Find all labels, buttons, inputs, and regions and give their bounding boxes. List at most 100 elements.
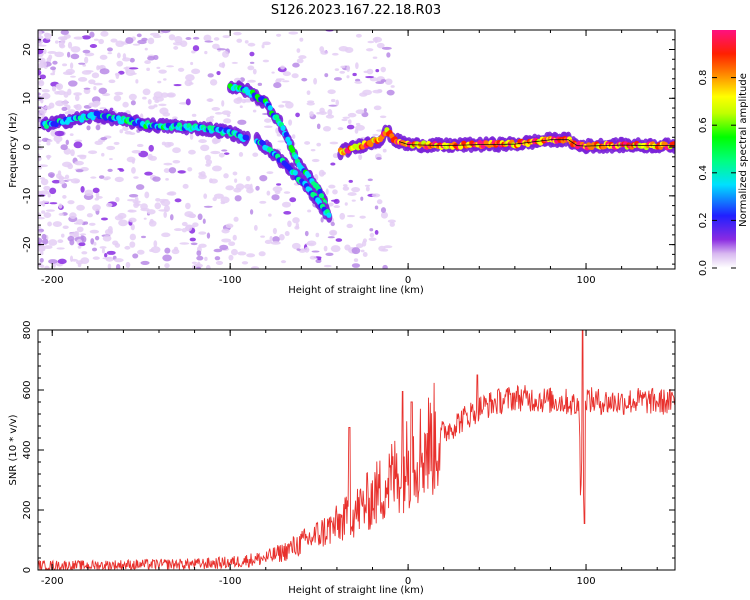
noise-blob — [325, 252, 334, 256]
noise-blob — [158, 209, 168, 212]
noise-blob — [275, 78, 285, 81]
noise-blob — [368, 237, 377, 242]
noise-blob — [216, 71, 221, 76]
noise-blob — [292, 217, 300, 224]
noise-blob — [173, 228, 183, 232]
noise-blob — [233, 216, 239, 222]
noise-blob — [272, 227, 277, 235]
noise-blob — [261, 44, 265, 49]
noise-blob — [383, 245, 393, 249]
noise-blob — [174, 198, 182, 203]
noise-blob — [54, 51, 65, 58]
noise-blob — [361, 240, 367, 247]
noise-blob — [282, 71, 291, 77]
noise-blob — [280, 65, 285, 70]
noise-blob — [43, 212, 52, 219]
noise-blob — [132, 253, 139, 259]
noise-blob — [380, 66, 386, 73]
noise-blob — [47, 172, 55, 178]
noise-blob — [221, 100, 225, 107]
noise-blob — [375, 68, 380, 73]
noise-blob — [94, 140, 103, 146]
noise-blob — [74, 139, 83, 143]
noise-blob — [191, 50, 196, 54]
noise-blob — [50, 72, 56, 76]
noise-blob — [346, 75, 350, 79]
x-tick-label: -100 — [219, 576, 242, 587]
noise-blob — [60, 30, 69, 35]
noise-blob — [380, 211, 388, 219]
noise-blob — [58, 41, 65, 48]
noise-blob — [76, 218, 84, 225]
noise-blob — [354, 80, 363, 84]
spectrogram-ylabel: Frequency (Hz) — [8, 112, 19, 188]
noise-blob — [364, 184, 371, 187]
noise-blob — [214, 256, 221, 261]
noise-blob — [49, 187, 57, 195]
ridge-core — [293, 153, 299, 160]
noise-blob — [68, 80, 78, 87]
noise-blob — [272, 186, 283, 193]
noise-blob — [367, 40, 375, 44]
noise-blob — [252, 68, 257, 75]
noise-blob — [161, 141, 167, 146]
noise-blob — [311, 250, 320, 253]
noise-blob — [61, 233, 65, 238]
noise-blob — [218, 62, 226, 68]
noise-blob — [119, 168, 125, 172]
noise-blob — [352, 72, 357, 77]
ridge-core — [283, 131, 289, 138]
noise-blob — [277, 140, 287, 143]
spectrogram-xlabel: Height of straight line (km) — [288, 285, 424, 296]
noise-blob — [189, 133, 194, 140]
noise-blob — [369, 232, 375, 238]
noise-blob — [337, 127, 344, 131]
noise-blob — [223, 152, 230, 155]
noise-blob — [166, 65, 175, 68]
noise-blob — [249, 209, 254, 215]
noise-blob — [130, 72, 137, 75]
noise-blob — [169, 214, 174, 221]
noise-blob — [158, 198, 169, 202]
noise-blob — [247, 42, 256, 47]
noise-blob — [304, 230, 309, 237]
noise-blob — [237, 251, 247, 256]
noise-blob — [93, 241, 97, 246]
y-tick-label: 10 — [22, 92, 33, 105]
noise-blob — [379, 115, 387, 119]
noise-blob — [38, 92, 41, 96]
noise-blob — [330, 230, 336, 236]
noise-blob — [387, 219, 396, 223]
noise-blob — [73, 141, 83, 149]
noise-blob — [259, 200, 267, 204]
noise-blob — [45, 209, 55, 212]
noise-blob — [333, 198, 340, 205]
noise-blob — [144, 47, 148, 51]
noise-blob — [258, 251, 266, 257]
noise-blob — [185, 202, 191, 210]
noise-blob — [43, 245, 53, 250]
noise-blob — [207, 73, 214, 78]
noise-blob — [93, 86, 97, 91]
x-tick-label: 100 — [576, 576, 595, 587]
noise-blob — [172, 42, 183, 46]
snr-series-line — [38, 330, 675, 570]
noise-blob — [209, 178, 218, 184]
noise-blob — [301, 77, 308, 82]
noise-blob — [147, 99, 152, 105]
noise-blob — [144, 171, 153, 176]
noise-blob — [95, 192, 100, 198]
snr-xlabel: Height of straight line (km) — [288, 585, 424, 596]
noise-blob — [375, 81, 385, 85]
noise-blob — [135, 184, 145, 190]
noise-blob — [55, 83, 62, 89]
noise-blob — [66, 51, 71, 58]
noise-blob — [204, 256, 208, 262]
noise-blob — [205, 116, 214, 124]
noise-blob — [212, 43, 220, 50]
noise-blob — [81, 235, 87, 243]
noise-blob — [128, 217, 137, 223]
noise-blob — [46, 141, 51, 146]
noise-blob — [125, 261, 131, 269]
